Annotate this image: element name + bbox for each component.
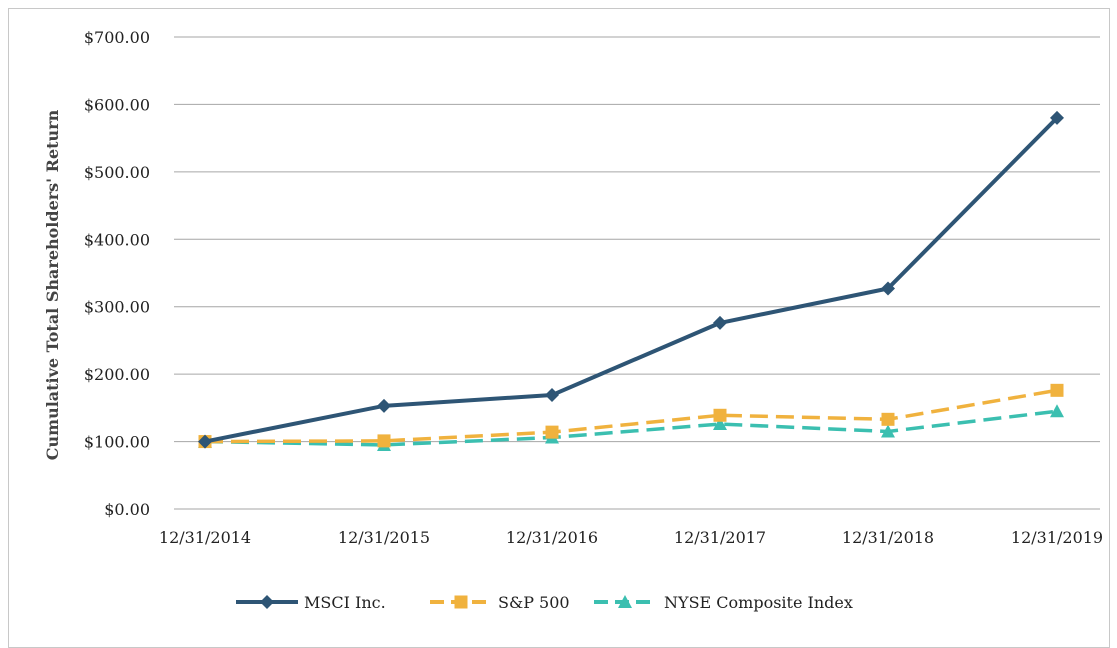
data-point — [713, 408, 727, 422]
line-chart: $0.00 $100.00 $200.00 $300.00 $400.00 $500.00… — [43, 28, 1103, 612]
chart-frame — [8, 8, 1110, 648]
x-tick-label: 12/31/2019 — [1011, 528, 1103, 547]
data-point — [545, 425, 559, 439]
legend-item: NYSE Composite Index — [594, 593, 853, 612]
y-tick-label: $100.00 — [84, 433, 150, 452]
series-line — [204, 116, 1059, 444]
y-tick-label: $200.00 — [84, 365, 150, 384]
data-point — [881, 281, 895, 296]
data-point — [198, 434, 212, 449]
x-tick-label: 12/31/2017 — [674, 528, 766, 547]
y-axis-ticks: $0.00 $100.00 $200.00 $300.00 $400.00 $500.00… — [84, 28, 150, 519]
y-tick-label: $700.00 — [84, 28, 150, 47]
gridlines — [174, 36, 1100, 510]
data-point — [713, 417, 727, 431]
data-point — [1050, 404, 1064, 418]
data-point — [881, 412, 895, 426]
data-point — [377, 398, 391, 413]
legend-label: NYSE Composite Index — [664, 593, 853, 612]
data-point — [713, 315, 727, 330]
legend-swatch-marker — [618, 595, 632, 608]
legend-item: MSCI Inc. — [236, 593, 386, 612]
series-line — [204, 409, 1058, 447]
legend-swatch-marker — [454, 595, 468, 609]
y-axis-label: Cumulative Total Shareholders' Return — [43, 109, 62, 460]
x-tick-label: 12/31/2018 — [842, 528, 934, 547]
data-point — [1050, 383, 1064, 397]
legend-swatch-marker — [260, 595, 274, 609]
x-tick-label: 12/31/2015 — [338, 528, 430, 547]
series-msci-inc- — [198, 110, 1064, 449]
legend-label: MSCI Inc. — [304, 593, 386, 612]
data-point — [545, 388, 559, 403]
y-tick-label: $400.00 — [84, 230, 150, 249]
series-line — [204, 388, 1058, 444]
y-tick-label: $500.00 — [84, 163, 150, 182]
y-tick-label: $300.00 — [84, 298, 150, 317]
legend: MSCI Inc. S&P 500 NYSE Composite Index — [236, 593, 853, 612]
legend-label: S&P 500 — [498, 593, 570, 612]
x-axis-ticks: 12/31/2014 12/31/2015 12/31/2016 12/31/2017… — [159, 528, 1103, 547]
data-point — [881, 424, 895, 438]
legend-item: S&P 500 — [430, 593, 570, 612]
series-group — [198, 110, 1064, 451]
y-tick-label: $0.00 — [104, 500, 150, 519]
data-point — [1050, 110, 1064, 125]
x-tick-label: 12/31/2014 — [159, 528, 251, 547]
data-point — [377, 434, 391, 448]
y-tick-label: $600.00 — [84, 95, 150, 114]
x-tick-label: 12/31/2016 — [506, 528, 598, 547]
